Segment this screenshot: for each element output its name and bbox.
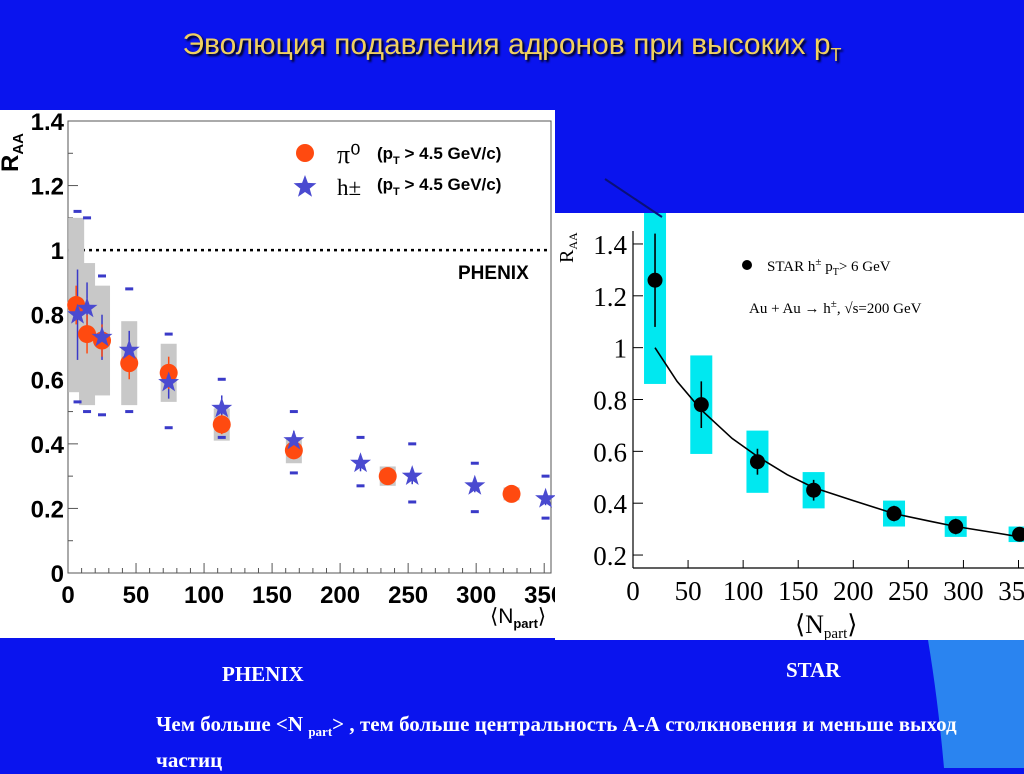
- star-ytick-label: 0.2: [593, 541, 627, 571]
- star-point: [749, 454, 765, 470]
- phenix-frame: [67, 120, 552, 574]
- star-ytick-label: 0.6: [593, 437, 627, 467]
- phenix-axes: [67, 120, 552, 574]
- legend-h-text: (pT > 4.5 GeV/c): [377, 175, 501, 198]
- star-ytick-label: 0.8: [593, 386, 627, 416]
- star-xtick-label: 200: [833, 576, 874, 606]
- title-subscript: T: [830, 45, 842, 65]
- conclusion-sub: part: [308, 724, 333, 740]
- phenix-experiment-label: PHENIX: [458, 263, 529, 284]
- star-xtick-label: 50: [675, 576, 702, 606]
- legend-h-symbol: h±: [337, 175, 361, 200]
- title-main: Эволюция подавления адронов при высоких …: [182, 28, 831, 61]
- phenix-pi0-point: [120, 354, 139, 373]
- phenix-xtick-label: 50: [123, 582, 150, 609]
- phenix-data-marks: [67, 209, 556, 520]
- phenix-h-point: [76, 297, 98, 318]
- phenix-ytick-label: 0.8: [31, 303, 64, 330]
- decorative-connector: [604, 178, 663, 218]
- phenix-h-point: [535, 487, 556, 508]
- star-point: [886, 506, 902, 522]
- star-xtick-label: 350: [998, 576, 1024, 606]
- phenix-xtick-label: 200: [320, 582, 360, 609]
- star-legend-marker: [742, 260, 752, 270]
- star-point: [693, 397, 709, 413]
- star-point: [1012, 526, 1024, 542]
- phenix-pi0-point: [78, 325, 97, 344]
- phenix-axis-ticks: 00.20.40.60.811.21.40 50 100 150 200 250 300 35…: [31, 109, 565, 609]
- phenix-h-point: [464, 474, 486, 495]
- star-axis-ticks: 0.2 0.4 0.6 0.8 1 1.2 1.4 0 50 100 150 200 250 300 350: [593, 230, 1024, 606]
- phenix-h-point: [283, 429, 305, 450]
- star-legend-line2: Au + Au → h±, √s=200 GeV: [749, 298, 922, 317]
- phenix-pi0-point: [502, 484, 521, 503]
- phenix-chart-panel: 0 0.2 0.4 0.6 0.8 1 1.2 1.4 0 50 100 150 200 250 300 35…: [0, 109, 565, 638]
- phenix-ylabel: RAA: [0, 133, 27, 172]
- phenix-ytick-label: 0.6: [31, 367, 64, 394]
- star-chart-panel: 0.2 0.4 0.6 0.8 1 1.2 1.4 0 50 100 150 200 250 300 350…: [555, 205, 1024, 642]
- slide-title: Эволюция подавления адронов при высоких …: [0, 28, 1024, 66]
- star-syst-boxes: [644, 205, 1024, 543]
- legend-pi0-marker: [296, 144, 314, 162]
- star-ylabel: RAA: [556, 232, 580, 263]
- phenix-ytick-label: 0.2: [31, 496, 64, 523]
- star-ytick-label: 1.4: [593, 230, 627, 260]
- star-point: [806, 482, 822, 498]
- phenix-h-point: [401, 465, 423, 485]
- phenix-chart: 00.20.40.60.811.21.40 50 100 150 200 250 300 35…: [0, 109, 565, 631]
- legend-pi0-symbol: π⁰: [337, 140, 361, 169]
- conclusion-text: Чем больше <N part> , тем больше централ…: [156, 710, 986, 774]
- phenix-h-point: [91, 326, 113, 347]
- caption-phenix: PHENIX: [222, 662, 304, 686]
- phenix-xtick-label: 300: [456, 582, 496, 609]
- star-ytick-label: 1: [614, 334, 628, 364]
- phenix-ytick-label: 1.4: [31, 110, 65, 136]
- phenix-xtick-label: 150: [252, 582, 292, 609]
- phenix-ytick-label: 0: [51, 561, 64, 588]
- decorative-accent-shape: [928, 640, 1024, 768]
- star-xtick-label: 250: [888, 576, 929, 606]
- star-ytick-label: 1.2: [593, 282, 627, 312]
- star-xtick-label: 300: [943, 576, 984, 606]
- star-legend-line1: STAR h± pT> 6 GeV: [767, 256, 891, 278]
- star-xtick-label: 100: [723, 576, 764, 606]
- star-xlabel: ⟨Npart⟩: [795, 610, 857, 640]
- phenix-pi0-point: [212, 415, 231, 434]
- phenix-h-point: [158, 371, 180, 392]
- star-ytick-label: 0.4: [593, 489, 627, 519]
- phenix-xtick-label: 0: [61, 582, 74, 609]
- phenix-ytick-label: 0.4: [31, 432, 65, 459]
- phenix-h-point: [350, 452, 371, 473]
- phenix-h-point: [118, 339, 140, 360]
- conclusion-part2: > , тем больше центральность А-А столкно…: [156, 712, 957, 773]
- phenix-ytick-label: 1.2: [31, 174, 64, 201]
- caption-star: STAR: [786, 658, 841, 682]
- star-xtick-label: 150: [778, 576, 819, 606]
- star-xtick-label: 0: [626, 576, 640, 606]
- phenix-pi0-point: [67, 296, 86, 315]
- star-chart: 0.2 0.4 0.6 0.8 1 1.2 1.4 0 50 100 150 200 250 300 350…: [556, 205, 1024, 642]
- phenix-ytick-label: 1: [51, 238, 64, 265]
- star-point: [647, 272, 663, 288]
- legend-pi0-text: (pT > 4.5 GeV/c): [377, 144, 501, 167]
- star-point: [948, 519, 964, 535]
- conclusion-part1: Чем больше <N: [156, 712, 309, 736]
- legend-h-marker: [293, 175, 317, 197]
- phenix-h-point: [211, 397, 233, 418]
- star-data-marks: [647, 233, 1024, 542]
- phenix-xtick-label: 250: [388, 582, 428, 609]
- phenix-h-point: [67, 303, 88, 324]
- phenix-pi0-point: [378, 467, 397, 486]
- phenix-xlabel: ⟨Npart⟩: [490, 605, 546, 631]
- phenix-xtick-label: 100: [184, 582, 224, 609]
